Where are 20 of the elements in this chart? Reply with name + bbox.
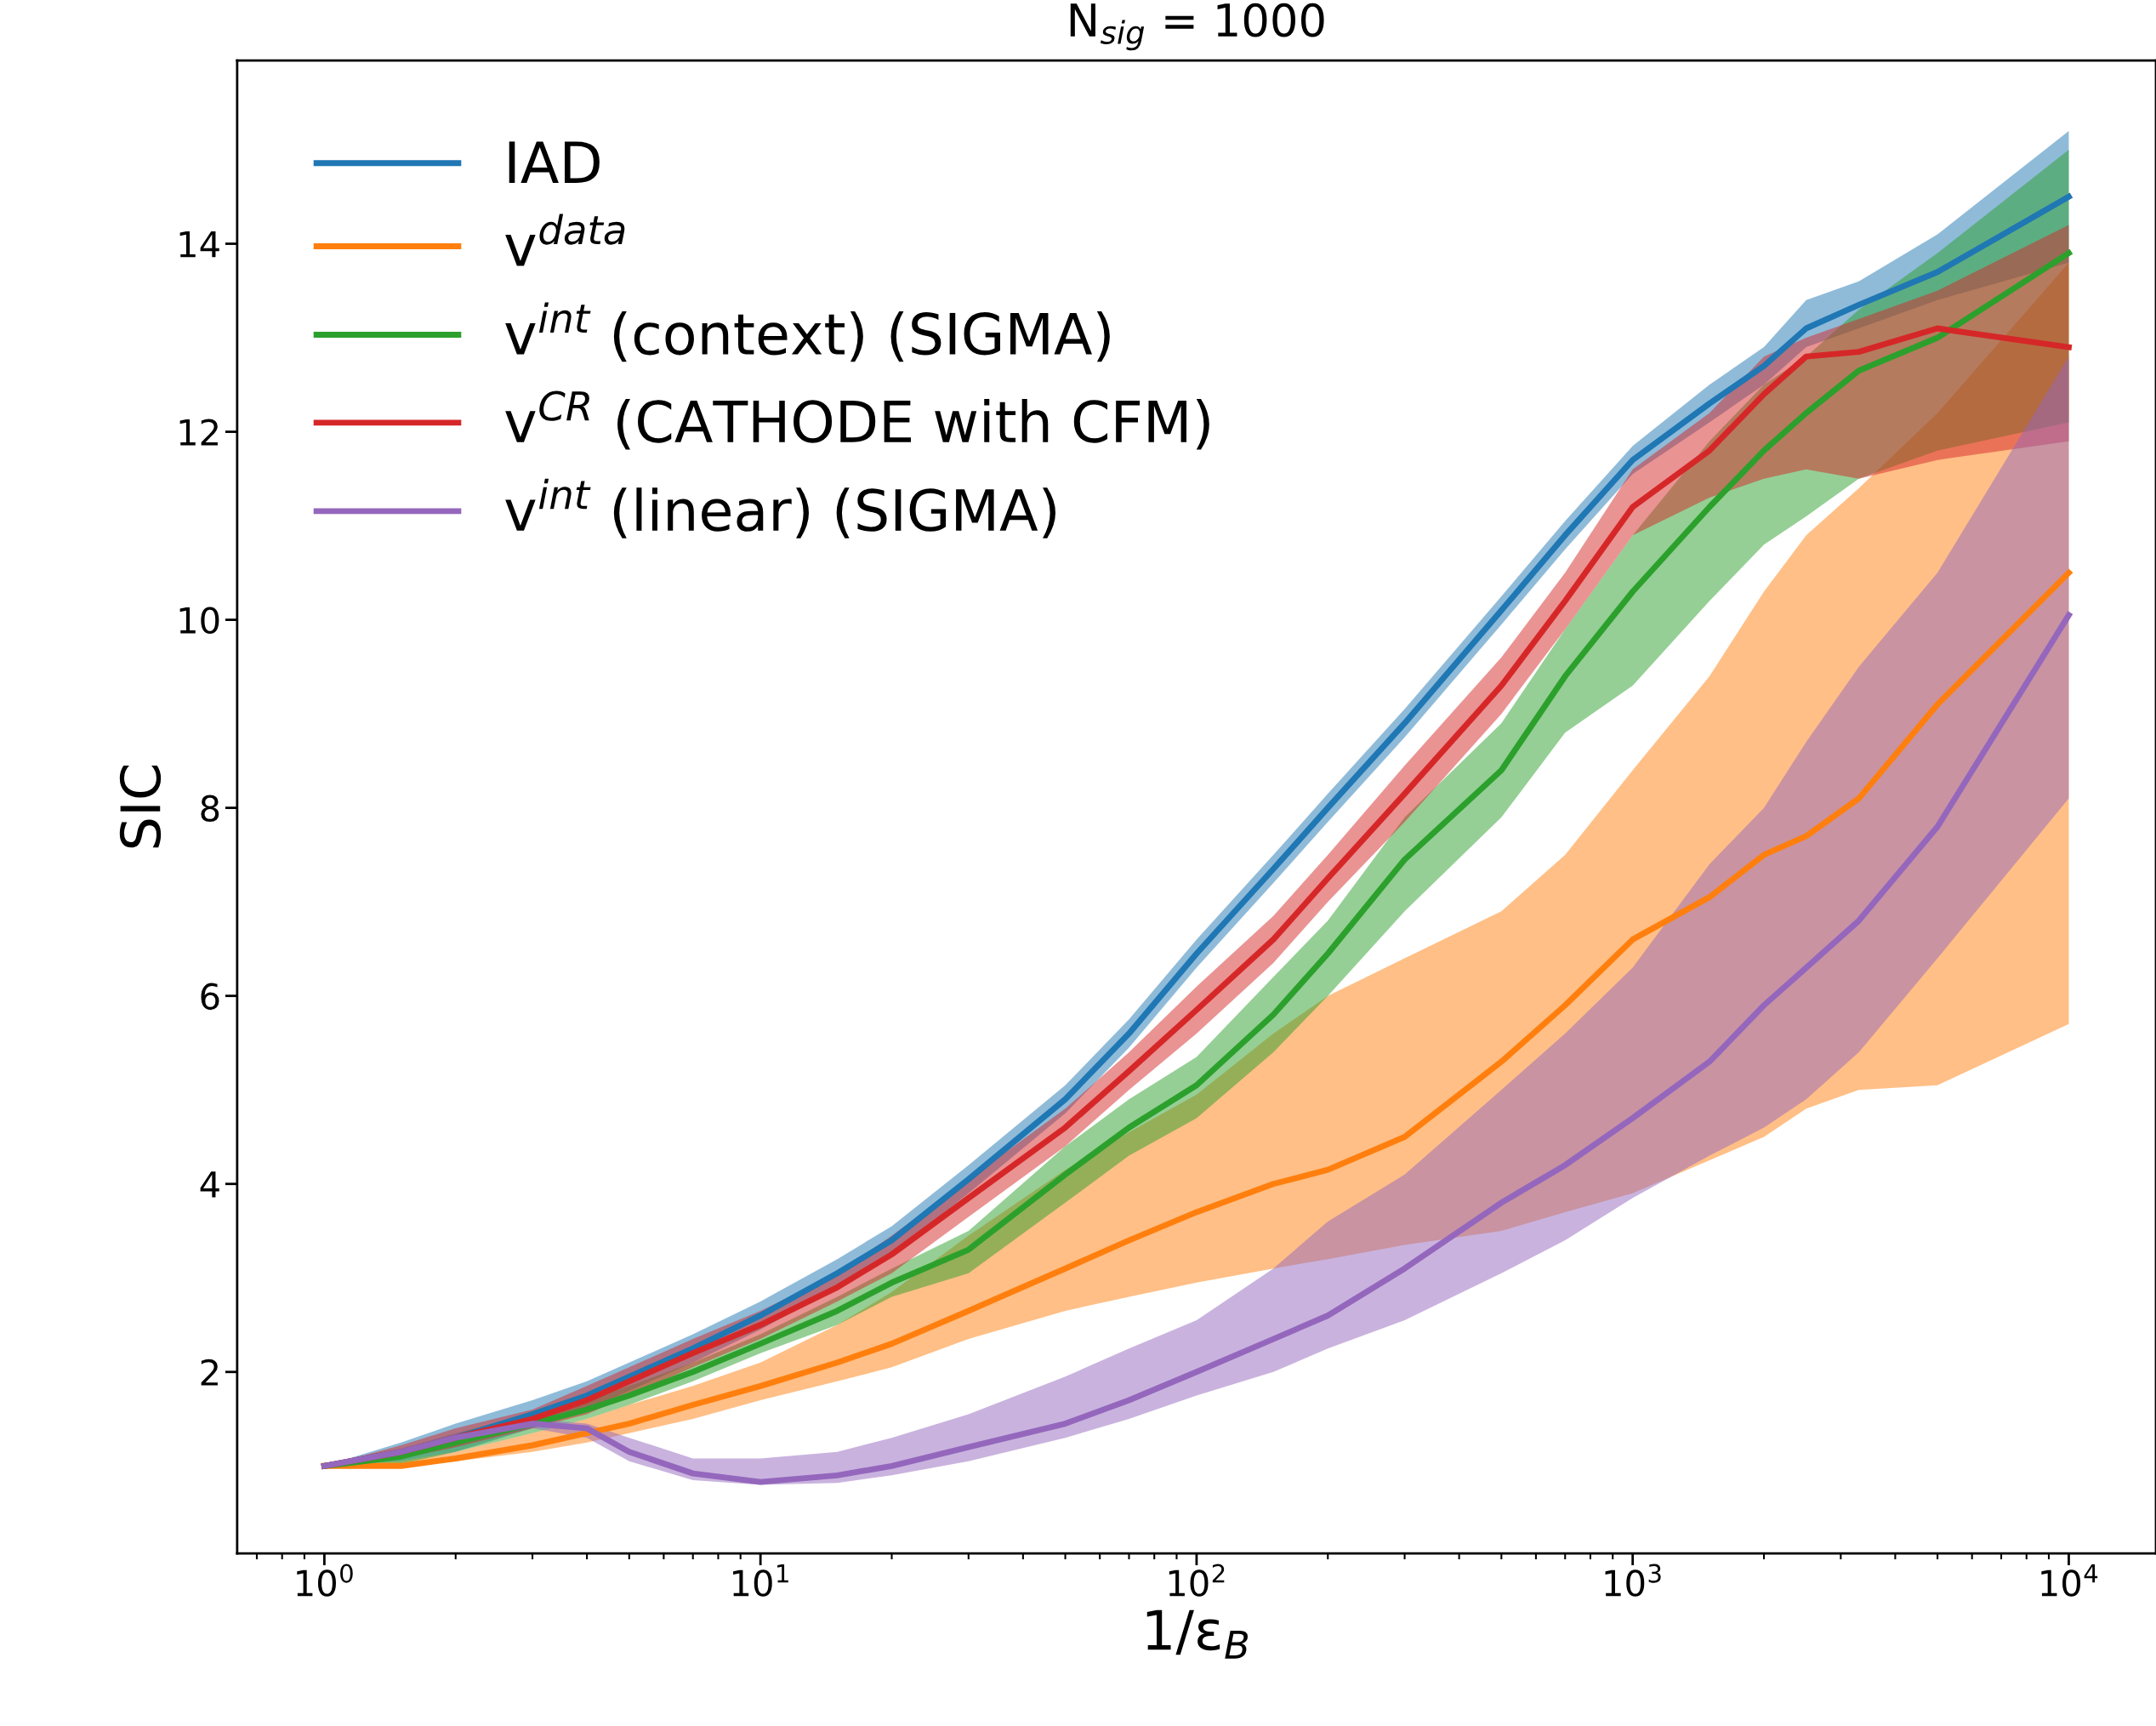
legend-label: v$^{int}$ (linear) (SIGMA) — [505, 478, 1055, 538]
y-tick-label: 4 — [200, 1171, 219, 1198]
x-tick-label: 10$^{2}$ — [1169, 1564, 1225, 1597]
y-tick-label: 12 — [179, 419, 218, 446]
legend-label: v$^{int}$ (context) (SIGMA) — [505, 302, 1110, 362]
x-tick-label: 10$^{4}$ — [2041, 1564, 2098, 1597]
y-tick-label: 14 — [179, 231, 219, 258]
legend-label: v$^{CR}$ (CATHODE with CFM) — [505, 390, 1209, 450]
y-tick-label: 8 — [201, 795, 219, 823]
y-tick-label: 10 — [179, 607, 219, 635]
x-tick-label: 10$^{3}$ — [1605, 1564, 1661, 1597]
y-axis-title: SIC — [119, 766, 162, 848]
x-axis-title: 1/ε$_{B}$ — [1146, 1609, 1249, 1659]
legend-label: IAD — [509, 141, 600, 183]
x-tick-label: 10$^{1}$ — [733, 1564, 788, 1597]
y-tick-label: 6 — [201, 983, 219, 1011]
y-tick-label: 2 — [201, 1359, 218, 1386]
x-tick-label: 10$^{0}$ — [297, 1564, 353, 1597]
chart-title: N$_{sig}$ = 1000 — [1070, 3, 1324, 51]
legend-label: v$^{data}$ — [505, 214, 625, 266]
